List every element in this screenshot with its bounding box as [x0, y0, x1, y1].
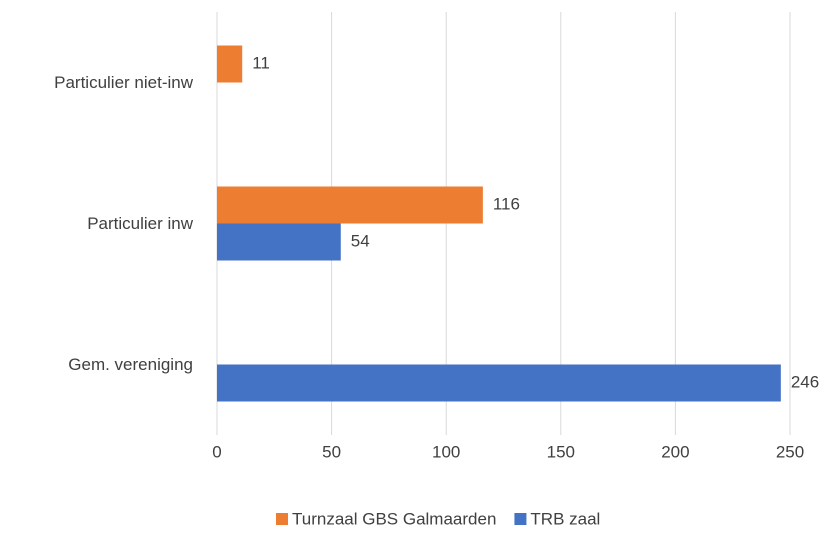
x-tick-label: 0 — [212, 442, 221, 461]
data-label: 116 — [493, 194, 520, 213]
legend-label: TRB zaal — [530, 509, 600, 528]
legend-swatch — [276, 513, 288, 525]
legend-label: Turnzaal GBS Galmaarden — [292, 509, 496, 528]
legend-swatch — [514, 513, 527, 525]
x-tick-label: 100 — [432, 442, 460, 461]
x-tick-label: 250 — [776, 442, 804, 461]
y-tick-label: Particulier inw — [87, 214, 194, 233]
data-label: 54 — [351, 231, 370, 250]
bar — [217, 223, 341, 261]
y-tick-label: Particulier niet-inw — [54, 73, 194, 92]
bar — [217, 364, 781, 402]
bar — [217, 45, 243, 83]
x-tick-label: 200 — [661, 442, 689, 461]
x-tick-label: 50 — [322, 442, 341, 461]
data-label: 11 — [252, 53, 270, 72]
y-tick-label: Gem. vereniging — [68, 355, 193, 374]
x-tick-label: 150 — [547, 442, 575, 461]
bar — [217, 186, 483, 224]
data-label: 246 — [791, 372, 819, 391]
